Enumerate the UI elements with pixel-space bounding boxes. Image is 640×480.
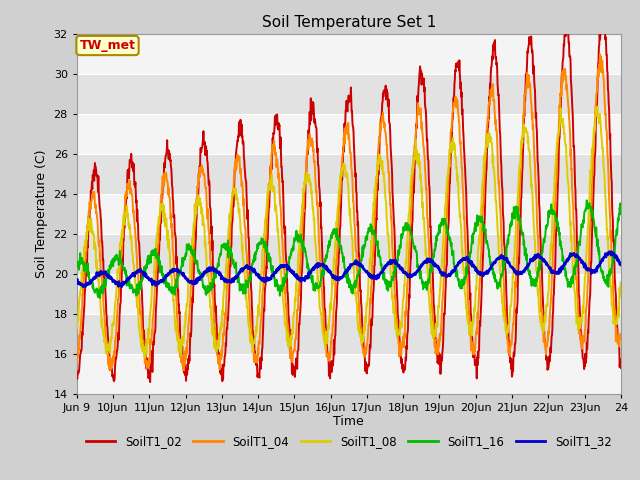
SoilT1_04	[255, 338, 263, 344]
SoilT1_16	[181, 257, 189, 263]
SoilT1_16	[434, 232, 442, 238]
Legend: SoilT1_02, SoilT1_04, SoilT1_08, SoilT1_16, SoilT1_32: SoilT1_02, SoilT1_04, SoilT1_08, SoilT1_…	[81, 430, 616, 453]
SoilT1_08	[617, 280, 625, 286]
SoilT1_02	[195, 194, 202, 200]
SoilT1_04	[73, 359, 81, 365]
Bar	[77, 313, 621, 354]
SoilT1_08	[195, 197, 202, 203]
SoilT1_16	[617, 211, 625, 217]
X-axis label: Time: Time	[333, 415, 364, 429]
Text: TW_met: TW_met	[79, 39, 136, 52]
SoilT1_02	[255, 372, 263, 378]
SoilT1_04	[596, 51, 604, 57]
SoilT1_16	[73, 264, 81, 270]
Bar	[77, 154, 621, 193]
SoilT1_08	[505, 323, 513, 328]
SoilT1_04	[181, 348, 189, 354]
SoilT1_32	[553, 271, 561, 276]
Title: Soil Temperature Set 1: Soil Temperature Set 1	[262, 15, 436, 30]
SoilT1_08	[255, 302, 263, 308]
SoilT1_04	[553, 180, 561, 185]
SoilT1_08	[181, 324, 189, 330]
SoilT1_32	[118, 284, 125, 289]
SoilT1_02	[147, 379, 154, 385]
SoilT1_02	[617, 365, 625, 371]
SoilT1_32	[434, 264, 442, 270]
Bar	[77, 234, 621, 274]
Line: SoilT1_04: SoilT1_04	[77, 54, 621, 371]
SoilT1_02	[73, 368, 81, 374]
SoilT1_16	[505, 232, 513, 238]
SoilT1_16	[553, 216, 561, 221]
SoilT1_08	[593, 104, 601, 109]
Line: SoilT1_02: SoilT1_02	[77, 12, 621, 382]
Bar	[77, 114, 621, 154]
SoilT1_16	[195, 266, 202, 272]
Bar	[77, 34, 621, 73]
SoilT1_02	[181, 372, 189, 378]
SoilT1_04	[505, 350, 513, 356]
Line: SoilT1_32: SoilT1_32	[77, 252, 621, 287]
Line: SoilT1_08: SoilT1_08	[77, 107, 621, 358]
SoilT1_32	[505, 259, 513, 265]
SoilT1_32	[617, 262, 625, 268]
SoilT1_32	[605, 249, 613, 254]
SoilT1_02	[505, 333, 513, 338]
Bar	[77, 274, 621, 313]
Bar	[77, 73, 621, 114]
Y-axis label: Soil Temperature (C): Soil Temperature (C)	[35, 149, 48, 278]
SoilT1_32	[195, 275, 202, 281]
SoilT1_32	[255, 273, 263, 278]
SoilT1_16	[255, 242, 263, 248]
SoilT1_08	[553, 150, 561, 156]
SoilT1_04	[434, 347, 442, 353]
SoilT1_04	[617, 331, 625, 337]
SoilT1_04	[195, 180, 202, 186]
Bar	[77, 193, 621, 234]
SoilT1_02	[553, 221, 561, 227]
SoilT1_08	[434, 324, 442, 329]
SoilT1_32	[181, 273, 189, 279]
SoilT1_16	[96, 295, 104, 301]
SoilT1_02	[434, 360, 442, 365]
SoilT1_32	[73, 277, 81, 283]
SoilT1_02	[600, 9, 607, 14]
SoilT1_08	[141, 355, 148, 360]
SoilT1_04	[180, 368, 188, 373]
SoilT1_08	[73, 323, 81, 329]
SoilT1_16	[583, 197, 591, 203]
Bar	[77, 354, 621, 394]
Line: SoilT1_16: SoilT1_16	[77, 200, 621, 298]
